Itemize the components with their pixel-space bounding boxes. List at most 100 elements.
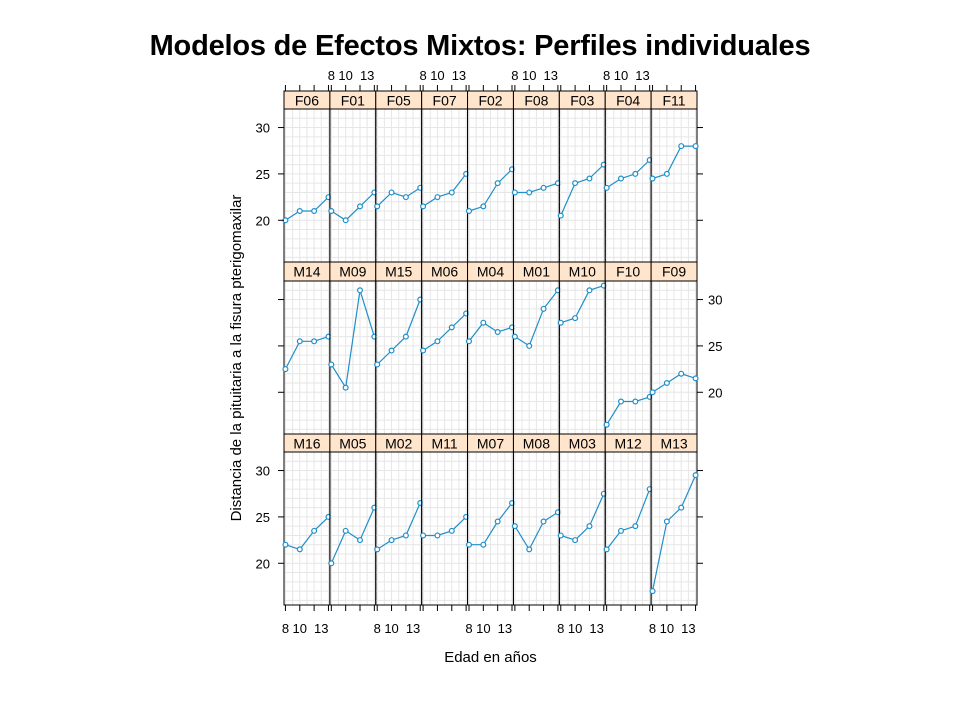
- series-line: [422, 173, 467, 207]
- data-point: [420, 347, 427, 354]
- panel-strip-label: M03: [569, 436, 596, 452]
- data-point: [526, 342, 533, 349]
- series-line: [560, 285, 604, 324]
- data-point: [586, 175, 593, 182]
- data-point: [572, 537, 579, 544]
- x-tick-label: 10: [568, 621, 582, 636]
- panel-strip-label: M15: [385, 264, 412, 280]
- panel-strip-label: M06: [431, 264, 458, 280]
- data-point: [557, 532, 564, 539]
- panel-strip-label: M07: [477, 436, 504, 452]
- data-point: [557, 212, 564, 219]
- data-point: [649, 588, 656, 595]
- series-line: [330, 507, 375, 564]
- data-point: [328, 361, 335, 368]
- series-line: [285, 516, 329, 551]
- data-point: [663, 380, 670, 387]
- data-point: [494, 180, 501, 187]
- data-point: [586, 287, 593, 294]
- series-line: [652, 373, 696, 393]
- panel-strip-label: F02: [478, 93, 502, 109]
- y-tick-label: 25: [256, 167, 270, 182]
- panel-strip-label: M16: [293, 436, 320, 452]
- series-line: [468, 321, 513, 342]
- data-point: [572, 315, 579, 322]
- panel-strip-label: M09: [339, 264, 366, 280]
- x-tick-label: 13: [681, 621, 695, 636]
- panel-strip-label: F05: [387, 93, 411, 109]
- panel-strip-label: F04: [616, 93, 640, 109]
- y-tick-label: 20: [256, 213, 270, 228]
- data-point: [328, 560, 335, 567]
- data-point: [357, 287, 364, 294]
- data-point: [632, 398, 639, 405]
- data-point: [296, 546, 303, 553]
- panel-strip-label: M04: [477, 264, 504, 280]
- series-line: [423, 516, 467, 537]
- x-tick-label: 8: [419, 68, 426, 83]
- x-tick-label: 8: [374, 621, 381, 636]
- data-point: [434, 194, 441, 201]
- x-tick-label: 10: [430, 68, 444, 83]
- data-point: [649, 175, 656, 182]
- panel-strip-label: M12: [615, 436, 642, 452]
- series-line: [606, 488, 651, 550]
- panel-strip-label: F06: [295, 93, 319, 109]
- panel-strip-label: M02: [385, 436, 412, 452]
- data-point: [388, 189, 395, 196]
- data-point: [311, 208, 318, 215]
- x-tick-label: 8: [465, 621, 472, 636]
- series-line: [514, 182, 559, 194]
- x-axis-label: Edad en años: [444, 649, 537, 666]
- series-line: [469, 502, 513, 546]
- data-point: [678, 370, 685, 377]
- panel-strip-label: F01: [341, 93, 365, 109]
- series-line: [652, 145, 696, 180]
- series-line: [560, 493, 605, 541]
- series-line: [468, 168, 513, 212]
- panel-strip-label: F07: [433, 93, 457, 109]
- panel-strip-label: M13: [660, 436, 687, 452]
- data-point: [311, 338, 318, 345]
- data-point: [296, 338, 303, 345]
- panel-strip-label: F03: [570, 93, 594, 109]
- data-point: [540, 518, 547, 525]
- panel-strip-label: M11: [432, 436, 458, 452]
- data-point: [448, 527, 455, 534]
- data-point: [420, 203, 427, 210]
- data-point: [402, 333, 409, 340]
- data-point: [282, 541, 289, 548]
- chart-title: Modelos de Efectos Mixtos: Perfiles indi…: [149, 30, 811, 62]
- x-tick-label: 10: [660, 621, 674, 636]
- data-point: [511, 189, 518, 196]
- data-point: [480, 541, 487, 548]
- data-point: [374, 361, 381, 368]
- data-point: [402, 194, 409, 201]
- data-point: [296, 208, 303, 215]
- x-tick-label: 13: [360, 68, 374, 83]
- data-point: [434, 532, 441, 539]
- data-point: [388, 347, 395, 354]
- data-point: [374, 203, 381, 210]
- data-point: [420, 532, 427, 539]
- data-point: [540, 184, 547, 191]
- series-line: [284, 336, 329, 370]
- data-point: [328, 208, 335, 215]
- series-line: [330, 290, 375, 390]
- data-point: [448, 189, 455, 196]
- data-point: [526, 189, 533, 196]
- data-point: [617, 175, 624, 182]
- series-line: [285, 196, 329, 221]
- x-tick-label: 10: [522, 68, 536, 83]
- x-tick-label: 13: [314, 621, 328, 636]
- panel-frame: [650, 451, 698, 606]
- data-point: [494, 518, 501, 525]
- panel-strip-label: F08: [524, 93, 548, 109]
- series-line: [606, 159, 651, 189]
- x-tick-label: 13: [543, 68, 557, 83]
- data-point: [374, 546, 381, 553]
- x-tick-label: 8: [282, 621, 289, 636]
- y-tick-label: 20: [708, 385, 722, 400]
- data-point: [692, 143, 699, 150]
